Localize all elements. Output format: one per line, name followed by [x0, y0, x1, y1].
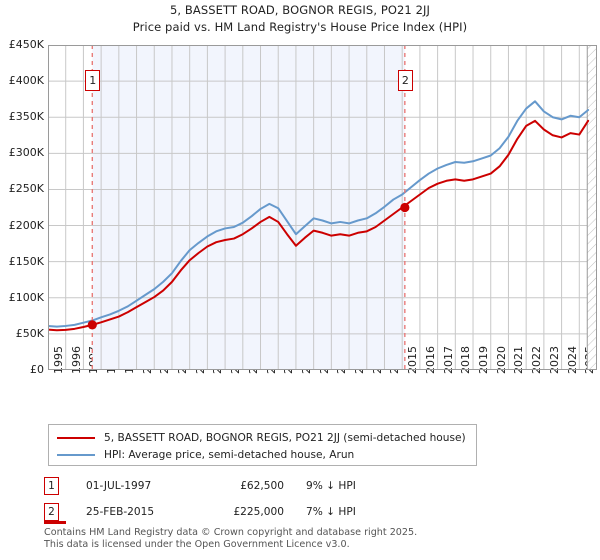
price-history-line-chart: [48, 45, 597, 370]
footer-line-2: This data is licensed under the Open Gov…: [44, 538, 350, 550]
transaction-index-badge: 1: [44, 477, 59, 495]
footer-rule: [44, 521, 66, 524]
transaction-hpi-delta: 9% ↓ HPI: [306, 480, 356, 492]
y-axis-tick-label: £0: [30, 363, 44, 376]
y-axis-tick-label: £100K: [8, 290, 44, 304]
transaction-date: 01-JUL-1997: [86, 480, 152, 492]
transaction-price: £62,500: [240, 480, 284, 492]
legend-color-swatch: [57, 453, 95, 456]
ownership-span-shading: [92, 45, 405, 370]
page-title: 5, BASSETT ROAD, BOGNOR REGIS, PO21 2JJ: [169, 3, 431, 17]
page-subtitle: Price paid vs. HM Land Registry's House …: [132, 20, 468, 34]
footer-attribution: Contains HM Land Registry data © Crown c…: [44, 527, 584, 550]
transaction-row[interactable]: 1 01-JUL-1997 £62,500 9% ↓ HPI: [44, 476, 356, 496]
legend-item-hpi: HPI: Average price, semi-detached house,…: [57, 446, 468, 463]
transaction-date: 25-FEB-2015: [86, 506, 155, 518]
y-axis-tick-label: £400K: [8, 74, 44, 88]
legend-item-property: 5, BASSETT ROAD, BOGNOR REGIS, PO21 2JJ …: [57, 429, 468, 446]
y-axis-tick-label: £200K: [8, 218, 44, 232]
y-axis-tick-label: £50K: [15, 326, 44, 340]
transaction-price: £225,000: [233, 506, 284, 518]
series-line-hpi: [48, 100, 590, 328]
legend-label: HPI: Average price, semi-detached house,…: [104, 448, 355, 461]
y-axis-tick-label: £350K: [8, 110, 44, 124]
y-axis-tick-label: £250K: [8, 182, 44, 196]
provisional-data-band: [586, 45, 597, 370]
transaction-row[interactable]: 2 25-FEB-2015 £225,000 7% ↓ HPI: [44, 502, 356, 522]
transaction-index-badge: 2: [44, 503, 59, 521]
chart-plot-area: [48, 45, 597, 370]
sale-point-1: [87, 320, 97, 330]
y-axis-tick-label: £450K: [8, 38, 44, 51]
sale-point-2: [400, 202, 410, 213]
title-block: 5, BASSETT ROAD, BOGNOR REGIS, PO21 2JJ …: [0, 2, 600, 36]
transaction-hpi-delta: 7% ↓ HPI: [306, 506, 356, 518]
event-marker-box-2[interactable]: 2: [397, 70, 413, 92]
y-axis-tick-label: £300K: [8, 146, 44, 160]
event-marker-box-1[interactable]: 1: [85, 70, 101, 92]
series-line-property: [48, 119, 590, 332]
legend-color-swatch: [57, 436, 95, 439]
chart-legend: 5, BASSETT ROAD, BOGNOR REGIS, PO21 2JJ …: [48, 424, 477, 466]
legend-label: 5, BASSETT ROAD, BOGNOR REGIS, PO21 2JJ …: [104, 431, 466, 444]
y-axis-tick-label: £150K: [8, 254, 44, 268]
footer-line-1: Contains HM Land Registry data © Crown c…: [44, 527, 418, 538]
